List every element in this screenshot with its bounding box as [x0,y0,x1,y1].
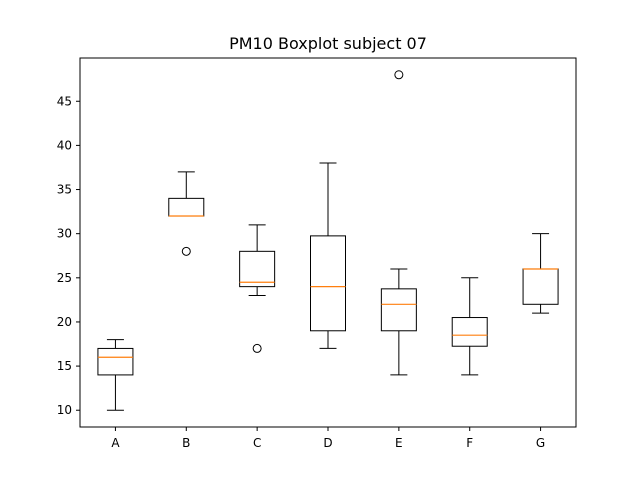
flier-point [252,343,262,353]
y-tick-label: 35 [57,183,72,197]
x-tick-label: D [323,436,332,450]
y-tick-label: 40 [57,138,72,152]
y-tick-label: 10 [57,403,72,417]
chart-title: PM10 Boxplot subject 07 [229,34,427,53]
plot-area: 10 15 20 25 30 35 40 45 A B C D E F G [57,70,559,450]
x-tick-label: G [536,436,545,450]
flier-point [394,70,404,80]
box-A [97,347,134,376]
y-tick-label: 15 [57,359,72,373]
y-tick-label: 25 [57,271,72,285]
y-tick-label: 20 [57,315,72,329]
box-E [380,288,417,332]
box-F [451,317,488,347]
x-tick-label: E [395,436,403,450]
box-C [239,250,276,288]
y-tick-label: 30 [57,227,72,241]
y-tick-label: 45 [57,94,72,108]
x-tick-label: A [111,436,120,450]
box-D [310,235,346,332]
flier-point [181,246,191,256]
x-tick-label: B [182,436,190,450]
axes-frame [79,57,577,428]
x-tick-label: F [466,436,473,450]
x-tick-label: C [253,436,261,450]
